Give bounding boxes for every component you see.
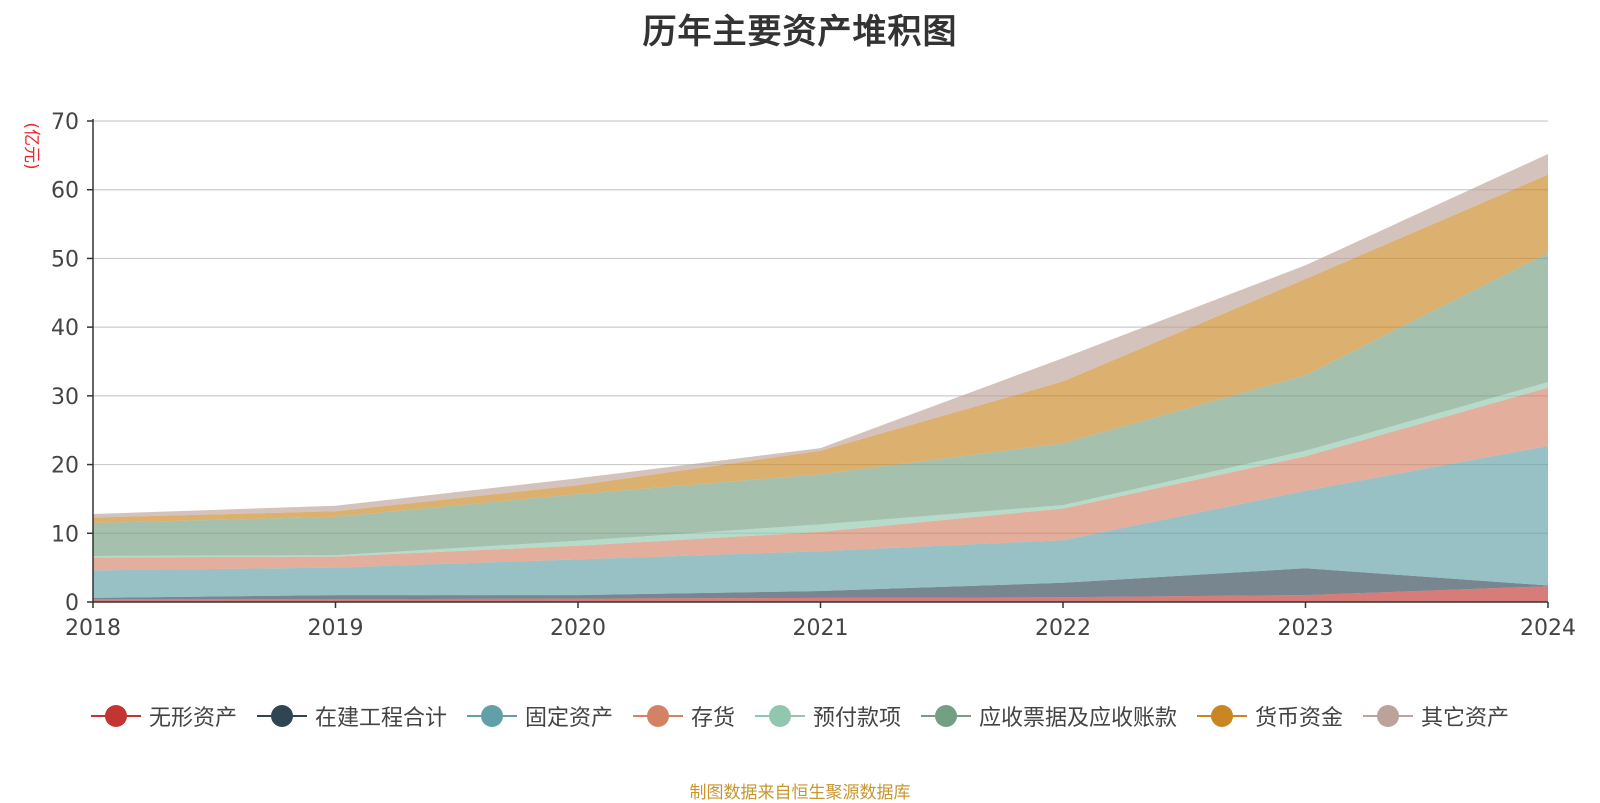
x-tick-label: 2018 (65, 616, 121, 641)
legend-item[interactable]: 在建工程合计 (256, 700, 447, 732)
legend-item[interactable]: 存货 (632, 700, 735, 732)
chart-legend: 无形资产 在建工程合计 固定资产 存货 预付款项 应收票据及应收账款 货币资金 其它资产 (0, 700, 1600, 732)
legend-label: 应收票据及应收账款 (979, 706, 1178, 731)
legend-marker (1363, 704, 1414, 728)
chart-title: 历年主要资产堆积图 (642, 12, 958, 52)
x-tick-label: 2022 (1035, 616, 1091, 641)
area-series-0 (93, 586, 1548, 602)
legend-item[interactable]: 固定资产 (466, 700, 613, 732)
legend-marker (1197, 704, 1248, 728)
area-series-2 (93, 446, 1548, 598)
legend-marker (755, 704, 805, 728)
legend-item[interactable]: 预付款项 (755, 700, 901, 732)
legend-label: 预付款项 (813, 706, 902, 731)
legend-item[interactable]: 其它资产 (1363, 700, 1509, 732)
legend-label: 货币资金 (1255, 706, 1344, 731)
y-tick-label: 20 (51, 454, 79, 479)
legend-label: 无形资产 (148, 706, 237, 731)
legend-item[interactable]: 货币资金 (1197, 700, 1343, 732)
legend-label: 固定资产 (524, 706, 613, 731)
area-series-3 (93, 387, 1548, 571)
y-tick-label: 10 (51, 522, 79, 547)
area-series-1 (93, 568, 1548, 600)
legend-label: 在建工程合计 (314, 706, 447, 731)
source-note: 制图数据来自恒生聚源数据库 (689, 783, 911, 803)
x-tick-label: 2020 (550, 616, 606, 641)
x-tick-label: 2021 (793, 616, 849, 641)
legend-marker (921, 704, 972, 728)
y-tick-label: 40 (51, 316, 79, 341)
y-tick-label: 70 (51, 110, 79, 135)
legend-marker (632, 704, 683, 728)
y-tick-label: 0 (65, 591, 79, 616)
legend-marker (90, 704, 141, 728)
legend-item[interactable]: 无形资产 (90, 700, 237, 732)
legend-item[interactable]: 应收票据及应收账款 (921, 700, 1177, 732)
y-axis-label: (亿元) (21, 122, 41, 169)
legend-marker (466, 704, 517, 728)
y-tick-label: 60 (51, 179, 79, 204)
legend-label: 其它资产 (1421, 706, 1510, 731)
area-series-6 (93, 174, 1548, 523)
y-tick-label: 30 (51, 385, 79, 410)
x-tick-label: 2023 (1278, 616, 1334, 641)
stacked-area-chart: 0 10 20 30 40 50 60 70 2018 2019 2020 2021 2022 2023 2… (21, 110, 1576, 641)
legend-label: 存货 (690, 706, 735, 731)
y-tick-label: 50 (51, 247, 79, 272)
x-tick-label: 2024 (1520, 616, 1576, 641)
x-tick-label: 2019 (308, 616, 364, 641)
legend-marker (256, 704, 307, 728)
area-series-5 (93, 252, 1548, 556)
